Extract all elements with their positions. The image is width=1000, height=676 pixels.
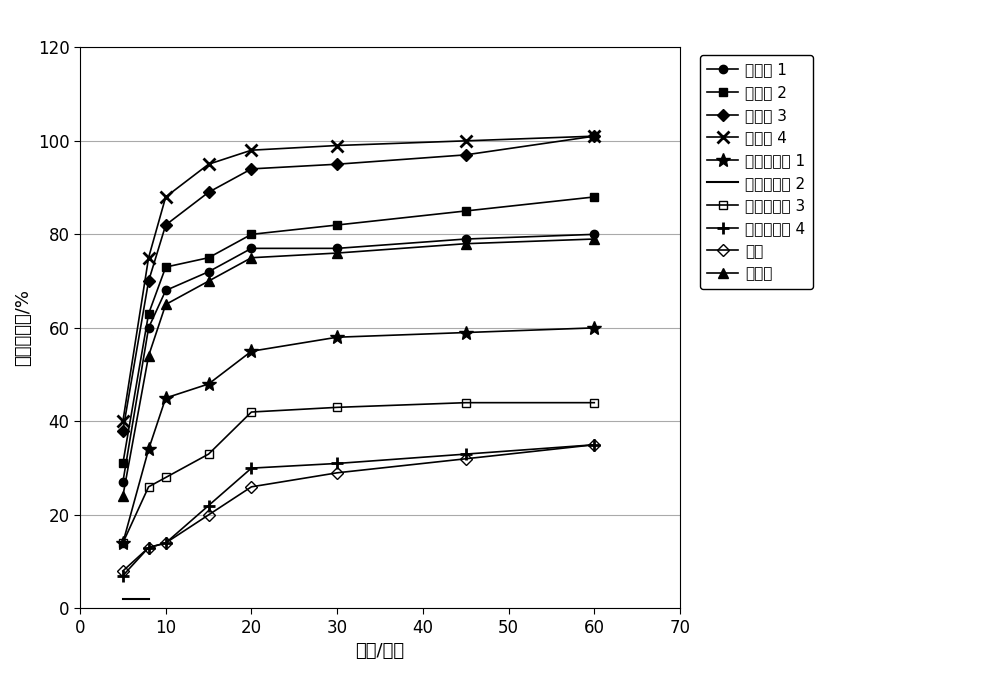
实施例 1 bbox=[245, 244, 257, 252]
对比实施例 4 bbox=[143, 544, 155, 552]
实施例 4 bbox=[460, 137, 472, 145]
对比实施例 4 bbox=[117, 572, 129, 580]
实施例 2 bbox=[331, 221, 343, 229]
实施例 2 bbox=[143, 310, 155, 318]
实施例 2 bbox=[117, 460, 129, 468]
Line: 实施例 4: 实施例 4 bbox=[117, 130, 600, 427]
Line: 实施例 2: 实施例 2 bbox=[119, 193, 598, 468]
原料 bbox=[460, 455, 472, 463]
实施例 2 bbox=[588, 193, 600, 201]
对比实施例 1 bbox=[331, 333, 343, 341]
进口片 bbox=[203, 277, 215, 285]
对比实施例 3 bbox=[203, 450, 215, 458]
实施例 4 bbox=[331, 141, 343, 149]
对比实施例 4 bbox=[331, 460, 343, 468]
对比实施例 4 bbox=[203, 502, 215, 510]
实施例 3 bbox=[588, 132, 600, 140]
对比实施例 3 bbox=[117, 539, 129, 547]
实施例 3 bbox=[245, 165, 257, 173]
实施例 2 bbox=[160, 263, 172, 271]
Line: 进口片: 进口片 bbox=[118, 234, 599, 501]
对比实施例 3 bbox=[143, 483, 155, 491]
对比实施例 2 bbox=[143, 595, 155, 603]
原料 bbox=[160, 539, 172, 547]
对比实施例 4 bbox=[160, 539, 172, 547]
实施例 1 bbox=[117, 478, 129, 486]
原料 bbox=[245, 483, 257, 491]
对比实施例 3 bbox=[160, 473, 172, 481]
Line: 对比实施例 1: 对比实施例 1 bbox=[116, 321, 601, 550]
实施例 4 bbox=[588, 132, 600, 140]
对比实施例 1 bbox=[203, 380, 215, 388]
实施例 4 bbox=[117, 417, 129, 425]
原料 bbox=[331, 468, 343, 477]
实施例 2 bbox=[245, 231, 257, 239]
实施例 4 bbox=[245, 146, 257, 154]
实施例 3 bbox=[460, 151, 472, 159]
Legend: 实施例 1, 实施例 2, 实施例 3, 实施例 4, 对比实施例 1, 对比实施例 2, 对比实施例 3, 对比实施例 4, 原料, 进口片: 实施例 1, 实施例 2, 实施例 3, 实施例 4, 对比实施例 1, 对比实… bbox=[700, 55, 813, 289]
实施例 3 bbox=[160, 221, 172, 229]
实施例 1 bbox=[588, 231, 600, 239]
Line: 对比实施例 3: 对比实施例 3 bbox=[119, 399, 598, 547]
X-axis label: 时间/分钟: 时间/分钟 bbox=[355, 642, 405, 660]
对比实施例 3 bbox=[588, 399, 600, 407]
对比实施例 1 bbox=[245, 347, 257, 356]
Y-axis label: 累积溶出度/%: 累积溶出度/% bbox=[14, 289, 32, 366]
实施例 4 bbox=[160, 193, 172, 201]
实施例 3 bbox=[117, 427, 129, 435]
实施例 1 bbox=[460, 235, 472, 243]
进口片 bbox=[245, 254, 257, 262]
对比实施例 1 bbox=[588, 324, 600, 332]
进口片 bbox=[160, 300, 172, 308]
对比实施例 4 bbox=[588, 441, 600, 449]
实施例 2 bbox=[460, 207, 472, 215]
对比实施例 4 bbox=[245, 464, 257, 472]
进口片 bbox=[117, 492, 129, 500]
Line: 实施例 3: 实施例 3 bbox=[119, 132, 598, 435]
实施例 1 bbox=[160, 287, 172, 295]
进口片 bbox=[143, 352, 155, 360]
实施例 3 bbox=[203, 188, 215, 196]
对比实施例 4 bbox=[460, 450, 472, 458]
Line: 原料: 原料 bbox=[119, 441, 598, 575]
对比实施例 1 bbox=[117, 539, 129, 547]
对比实施例 1 bbox=[160, 394, 172, 402]
实施例 1 bbox=[203, 268, 215, 276]
对比实施例 3 bbox=[245, 408, 257, 416]
进口片 bbox=[588, 235, 600, 243]
实施例 2 bbox=[203, 254, 215, 262]
对比实施例 1 bbox=[460, 329, 472, 337]
实施例 1 bbox=[143, 324, 155, 332]
原料 bbox=[203, 511, 215, 519]
原料 bbox=[143, 544, 155, 552]
对比实施例 3 bbox=[331, 404, 343, 412]
实施例 1 bbox=[331, 244, 343, 252]
原料 bbox=[588, 441, 600, 449]
Line: 对比实施例 4: 对比实施例 4 bbox=[117, 439, 600, 581]
Line: 实施例 1: 实施例 1 bbox=[119, 231, 598, 486]
进口片 bbox=[460, 239, 472, 247]
进口片 bbox=[331, 249, 343, 257]
对比实施例 1 bbox=[143, 445, 155, 454]
对比实施例 3 bbox=[460, 399, 472, 407]
原料 bbox=[117, 567, 129, 575]
对比实施例 2 bbox=[117, 595, 129, 603]
实施例 3 bbox=[331, 160, 343, 168]
实施例 4 bbox=[143, 254, 155, 262]
实施例 3 bbox=[143, 277, 155, 285]
实施例 4 bbox=[203, 160, 215, 168]
